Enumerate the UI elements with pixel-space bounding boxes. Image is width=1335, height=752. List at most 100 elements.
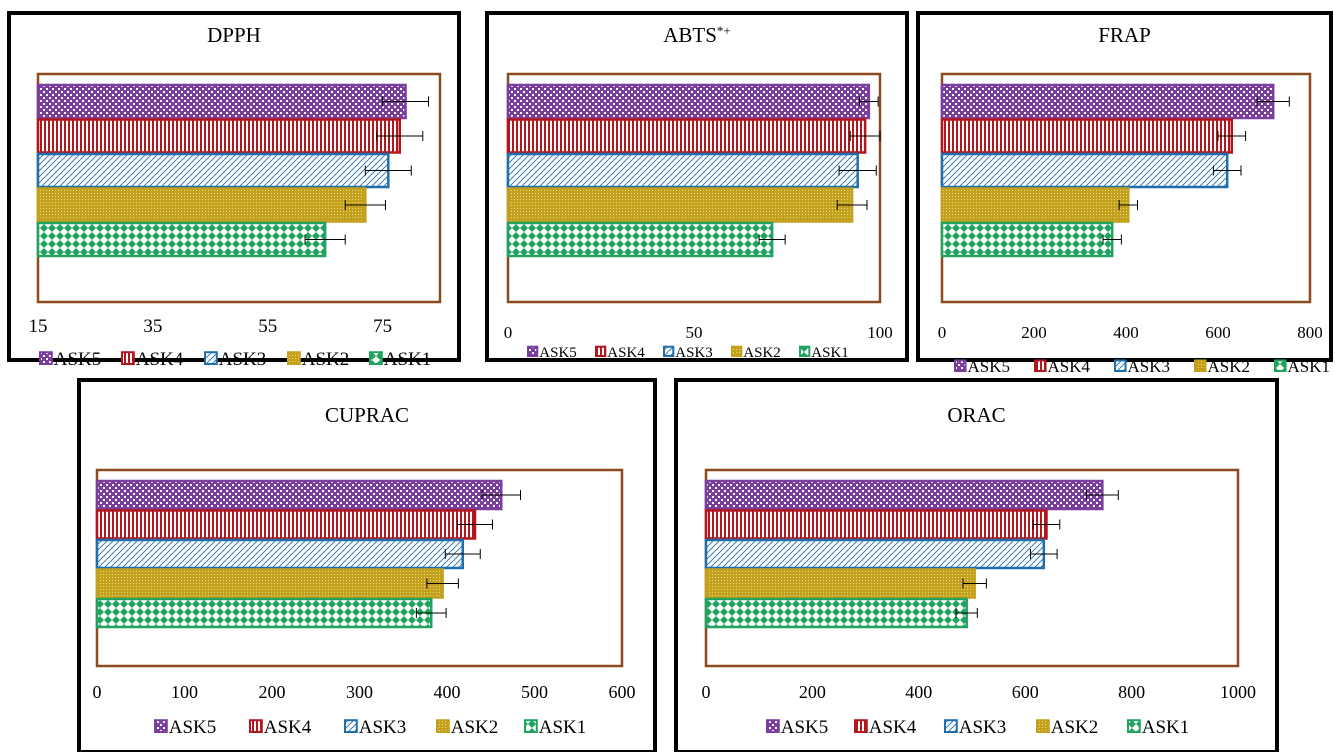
error-bar-ask1 [304, 234, 346, 245]
bar-ask4 [506, 118, 867, 154]
chart-title: DPPH [207, 23, 261, 47]
bar-ask1 [36, 221, 327, 258]
error-bar-ask5 [382, 96, 430, 107]
bar-ask5 [506, 83, 871, 120]
x-tick-label: 0 [93, 682, 102, 702]
x-tick-label: 400 [905, 682, 932, 702]
x-tick-label: 100 [867, 323, 893, 342]
legend-swatch-ask5 [527, 345, 539, 358]
legend-swatch-ask5 [766, 719, 780, 733]
x-tick-label: 1000 [1220, 682, 1256, 702]
bar-ask4 [940, 118, 1234, 154]
legend-label-ask5: ASK5 [169, 717, 217, 738]
legend-swatch-ask2 [287, 351, 301, 366]
bar-ask3 [36, 152, 390, 189]
error-bar-ask4 [1032, 519, 1061, 530]
legend-label-ask3: ASK3 [959, 717, 1007, 738]
bar-ask5 [36, 83, 407, 120]
legend-swatch-ask4 [854, 719, 868, 733]
bar-ask2 [704, 568, 976, 599]
error-bar-ask5 [1256, 96, 1290, 107]
chart-panel-dpph: DPPH 15 35 55 75 ASK5 ASK4 ASK3 ASK2 ASK1 [7, 11, 461, 370]
error-bar-ask4 [376, 131, 424, 141]
bar-ask1 [704, 597, 968, 629]
legend-swatch-ask2 [436, 719, 450, 733]
legend-label-ask4: ASK4 [1048, 357, 1091, 376]
legend-swatch-ask3 [344, 719, 358, 733]
legend-label-ask4: ASK4 [607, 345, 645, 361]
legend-label-ask3: ASK3 [359, 717, 407, 738]
bar-ask1 [940, 221, 1114, 258]
legend-swatch-ask1 [1127, 719, 1141, 733]
x-tick-label: 200 [1021, 323, 1047, 342]
bar-ask1 [506, 221, 774, 258]
legend-swatch-ask3 [204, 351, 218, 366]
legend-swatch-ask5 [154, 719, 168, 733]
legend-swatch-ask5 [954, 359, 967, 372]
error-bar-ask2 [344, 200, 386, 210]
error-bar-ask2 [1118, 200, 1138, 210]
bar-ask2 [940, 187, 1130, 223]
error-bar-ask1 [415, 608, 447, 618]
legend-label-ask2: ASK2 [1051, 717, 1099, 738]
error-bar-ask5 [1085, 490, 1119, 500]
x-tick-label: 55 [258, 316, 277, 337]
legend-label-ask1: ASK1 [811, 345, 849, 361]
bar-ask5 [940, 83, 1275, 120]
legend-label-ask3: ASK3 [1128, 357, 1171, 376]
bar-ask4 [95, 509, 477, 540]
bar-ask2 [36, 187, 367, 223]
chart-title: ORAC [947, 403, 1005, 427]
bar-ask2 [506, 187, 854, 223]
x-tick-label: 300 [346, 682, 373, 702]
legend-swatch-ask4 [1034, 359, 1047, 372]
bar-ask1 [95, 597, 433, 629]
legend-label-ask2: ASK2 [451, 717, 499, 738]
bar-ask4 [704, 509, 1048, 540]
legend-swatch-ask1 [369, 351, 383, 366]
legend-swatch-ask2 [731, 345, 743, 358]
error-bar-ask5 [481, 490, 521, 500]
x-tick-label: 0 [702, 682, 711, 702]
legend-swatch-ask2 [1194, 359, 1207, 372]
x-tick-label: 0 [938, 323, 947, 342]
legend-label-ask5: ASK5 [54, 349, 102, 370]
error-bar-ask1 [758, 234, 786, 245]
error-bar-ask4 [457, 519, 493, 530]
error-bar-ask2 [962, 578, 987, 589]
legend-label-ask4: ASK4 [869, 717, 917, 738]
error-bar-ask2 [426, 578, 459, 589]
legend-label-ask1: ASK1 [1288, 357, 1331, 376]
bar-ask2 [95, 568, 444, 599]
x-tick-label: 0 [504, 323, 513, 342]
error-bar-ask4 [849, 131, 881, 141]
legend-label-ask1: ASK1 [1142, 717, 1190, 738]
x-tick-label: 600 [1012, 682, 1039, 702]
chart-panel-orac: ORAC 0 200 400 600 800 1000 ASK5 ASK4 ASK3 ASK2 ASK… [674, 378, 1279, 752]
legend-label-ask2: ASK2 [1208, 357, 1251, 376]
error-bar-ask1 [955, 608, 978, 618]
x-tick-label: 15 [29, 316, 48, 337]
chart-title: CUPRAC [325, 403, 409, 427]
legend-swatch-ask3 [944, 719, 958, 733]
error-bar-ask2 [836, 200, 868, 210]
x-tick-label: 50 [686, 323, 703, 342]
legend-swatch-ask3 [1114, 359, 1127, 372]
x-tick-label: 100 [171, 682, 198, 702]
legend-swatch-ask4 [121, 351, 135, 366]
x-tick-label: 400 [1113, 323, 1139, 342]
legend-swatch-ask1 [799, 345, 811, 358]
x-tick-label: 800 [1297, 323, 1323, 342]
legend-label-ask4: ASK4 [136, 349, 184, 370]
bar-ask5 [704, 479, 1104, 511]
error-bar-ask5 [859, 96, 879, 107]
legend-label-ask3: ASK3 [219, 349, 267, 370]
bar-ask3 [704, 538, 1046, 570]
legend-swatch-ask1 [1274, 359, 1287, 372]
chart-title: FRAP [1098, 23, 1151, 47]
x-tick-label: 500 [521, 682, 548, 702]
legend-label-ask3: ASK3 [675, 345, 713, 361]
legend-label-ask1: ASK1 [384, 349, 432, 370]
error-bar-ask3 [1212, 165, 1242, 176]
